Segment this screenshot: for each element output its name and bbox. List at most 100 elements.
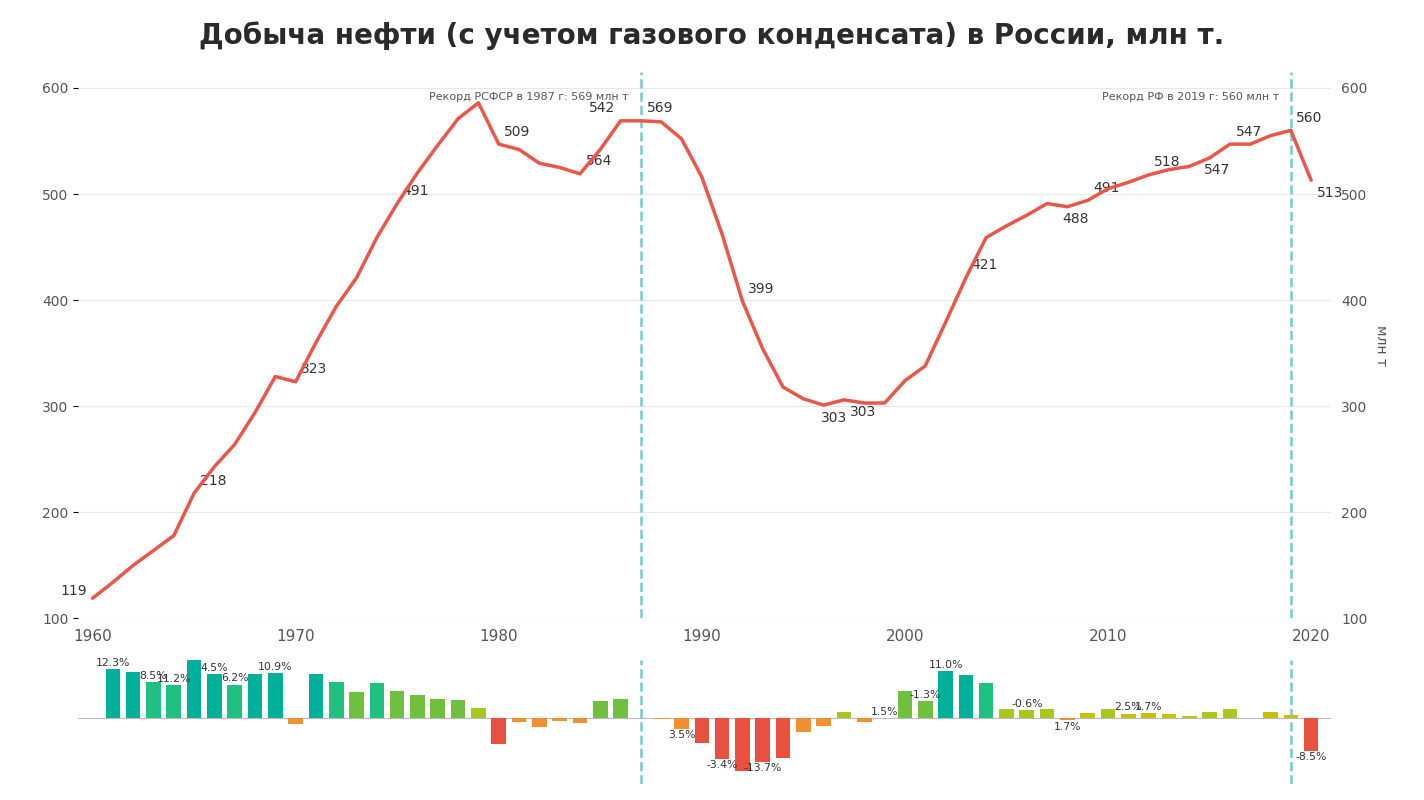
Text: -8.5%: -8.5% [1296, 752, 1327, 762]
Text: 303: 303 [820, 410, 847, 425]
Bar [735, 718, 750, 771]
Text: 218: 218 [199, 474, 226, 488]
Bar [206, 674, 222, 718]
Text: 2000: 2000 [886, 629, 924, 644]
Bar [1059, 718, 1075, 721]
Bar [410, 695, 424, 718]
Bar [1223, 709, 1237, 718]
Text: -13.7%: -13.7% [743, 763, 782, 773]
Text: 488: 488 [1062, 212, 1088, 226]
Bar [1162, 714, 1176, 718]
Text: 399: 399 [748, 282, 775, 296]
Bar [1020, 710, 1034, 718]
Bar [572, 718, 587, 722]
Text: 1960: 1960 [73, 629, 112, 644]
Bar [857, 718, 871, 722]
Bar [125, 672, 141, 718]
Bar [471, 708, 486, 718]
Bar [1000, 709, 1014, 718]
Bar [837, 712, 852, 718]
Text: 12.3%: 12.3% [95, 658, 130, 668]
Text: 11.0%: 11.0% [928, 660, 963, 670]
Bar [288, 718, 303, 724]
Bar [1081, 714, 1095, 718]
Text: 1970: 1970 [276, 629, 315, 644]
Text: 1990: 1990 [682, 629, 721, 644]
Bar [228, 685, 242, 718]
Bar [147, 682, 161, 718]
Text: 421: 421 [971, 258, 998, 272]
Bar [695, 718, 709, 743]
Bar [938, 671, 953, 718]
Text: 1.5%: 1.5% [871, 707, 899, 717]
Bar [715, 718, 729, 758]
Bar [1202, 712, 1218, 718]
Text: 2010: 2010 [1089, 629, 1128, 644]
Bar [1142, 713, 1156, 718]
Bar [268, 674, 282, 718]
Bar [674, 718, 689, 729]
Text: 560: 560 [1296, 110, 1323, 125]
Bar [553, 718, 567, 721]
Text: 6.2%: 6.2% [221, 674, 248, 683]
Text: 10.9%: 10.9% [258, 662, 292, 672]
Bar [105, 670, 120, 718]
Text: 11.2%: 11.2% [157, 674, 191, 684]
Bar [756, 718, 770, 762]
Bar [1263, 713, 1277, 718]
Bar [1182, 716, 1196, 718]
Bar [918, 702, 933, 718]
Text: 542: 542 [588, 102, 615, 115]
Text: 491: 491 [403, 184, 429, 198]
Bar [796, 718, 810, 731]
Bar [511, 718, 527, 722]
Text: -3.4%: -3.4% [706, 760, 738, 770]
Bar [491, 718, 506, 744]
Bar [1101, 710, 1115, 718]
Text: 119: 119 [60, 584, 87, 598]
Bar [370, 683, 384, 718]
Text: -1.3%: -1.3% [910, 690, 941, 700]
Text: 2.5%: 2.5% [1115, 702, 1142, 712]
Text: 303: 303 [850, 406, 876, 419]
Text: Добыча нефти (с учетом газового конденсата) в России, млн т.: Добыча нефти (с учетом газового конденса… [199, 22, 1225, 50]
Bar [1304, 718, 1319, 750]
Bar [978, 683, 994, 718]
Bar [248, 674, 262, 718]
Text: 323: 323 [302, 362, 328, 376]
Text: 569: 569 [646, 102, 674, 115]
Bar [187, 631, 201, 718]
Bar [1283, 714, 1299, 718]
Text: 1.7%: 1.7% [1054, 722, 1081, 732]
Bar [1121, 714, 1136, 718]
Text: Рекорд РСФСР в 1987 г: 569 млн т: Рекорд РСФСР в 1987 г: 569 млн т [429, 92, 629, 102]
Text: 564: 564 [585, 154, 612, 168]
Text: 1.7%: 1.7% [1135, 702, 1162, 712]
Text: 513: 513 [1317, 186, 1343, 200]
Text: 509: 509 [504, 125, 531, 138]
Text: 8.5%: 8.5% [140, 670, 167, 681]
Bar [614, 699, 628, 718]
Bar [816, 718, 832, 726]
Bar [897, 691, 913, 718]
Bar [958, 675, 973, 718]
Bar [776, 718, 790, 758]
Bar [592, 701, 608, 718]
Bar [349, 691, 365, 718]
Bar [430, 698, 446, 718]
Bar [451, 700, 466, 718]
Bar [533, 718, 547, 727]
Bar [1040, 710, 1054, 718]
Text: 547: 547 [1205, 163, 1230, 178]
Text: 2020: 2020 [1292, 629, 1330, 644]
Y-axis label: млн т: млн т [1374, 325, 1388, 366]
Text: -0.6%: -0.6% [1011, 698, 1042, 709]
Text: 1980: 1980 [480, 629, 518, 644]
Text: 491: 491 [1094, 181, 1119, 195]
Bar [390, 691, 404, 718]
Bar [329, 682, 343, 718]
Text: 547: 547 [1236, 125, 1262, 138]
Text: 4.5%: 4.5% [201, 662, 228, 673]
Text: 518: 518 [1155, 155, 1180, 170]
Bar [309, 674, 323, 718]
